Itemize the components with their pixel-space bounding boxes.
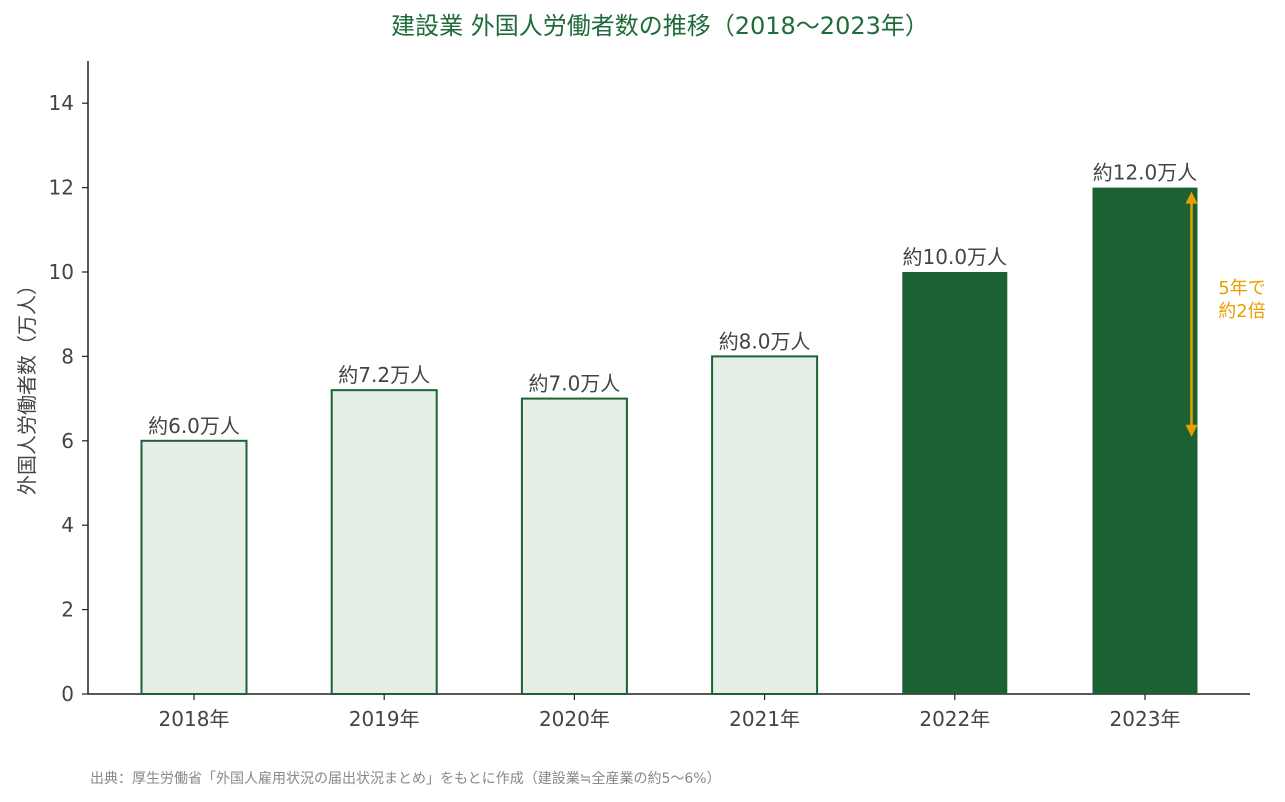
y-tick-label: 14: [49, 91, 74, 115]
x-tick-label: 2023年: [1110, 707, 1181, 731]
y-tick-label: 4: [61, 513, 74, 537]
y-tick-label: 0: [61, 682, 74, 706]
data-label: 約12.0万人: [1093, 161, 1198, 185]
x-tick-label: 2019年: [349, 707, 420, 731]
data-labels: 約6.0万人 約7.2万人 約7.0万人 約8.0万人 約10.0万人 約12.0万人: [148, 161, 1197, 438]
y-axis-label: 外国人労働者数（万人）: [15, 275, 39, 495]
x-tick-label: 2021年: [729, 707, 800, 731]
y-tick-label: 10: [49, 260, 74, 284]
bar-2019年: [330, 389, 438, 695]
x-tick-label: 2018年: [159, 707, 230, 731]
data-label: 約7.0万人: [528, 372, 620, 396]
arrow-head-up: [1185, 191, 1198, 204]
x-tick-label: 2020年: [539, 707, 610, 731]
y-tick-label: 6: [61, 429, 74, 453]
y-axis: 0 2 4 6 8 10 12 14: [49, 61, 1250, 706]
bar-2023年: [1092, 187, 1198, 694]
x-tick-label: 2022年: [919, 707, 990, 731]
chart-title: 建設業 外国人労働者数の推移（2018〜2023年）: [391, 12, 929, 40]
arrow-head-down: [1185, 424, 1198, 437]
data-label: 約7.2万人: [338, 363, 430, 387]
y-tick-label: 8: [61, 344, 74, 368]
x-axis: 2018年 2019年 2020年 2021年 2022年 2023年: [159, 694, 1181, 731]
data-label: 約10.0万人: [903, 245, 1008, 269]
y-tick-label: 2: [61, 598, 74, 622]
data-label: 約8.0万人: [719, 329, 811, 353]
source-note: 出典：厚生労働省「外国人雇用状況の届出状況まとめ」をもとに作成（建設業≒全産業の…: [90, 770, 721, 787]
bar-2021年: [711, 355, 819, 695]
annotation-text: 5年で: [1218, 278, 1265, 299]
bars: [140, 187, 1198, 695]
bar-2022年: [902, 272, 1008, 694]
y-tick-label: 12: [49, 176, 74, 200]
annotation-text: 約2倍: [1218, 301, 1265, 322]
bar-2020年: [520, 397, 628, 695]
data-label: 約6.0万人: [148, 414, 240, 438]
bar-2018年: [140, 439, 248, 695]
